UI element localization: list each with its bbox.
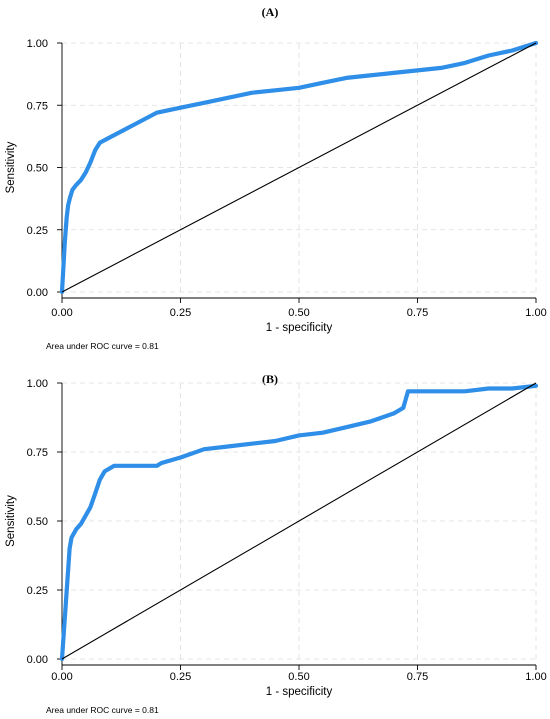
roc-panel-b: (B) 0.000.00 0.25 0.25 0.50 0.50 0.75 0.75 1.00 1… <box>5 372 547 715</box>
roc-curve-line <box>59 383 539 662</box>
auc-annotation: Area under ROC curve = 0.81 <box>46 705 159 715</box>
roc-panel-a: (A) 0.000.00 0.25 0.25 0.50 0.50 0.75 0.75 1.00 1… <box>5 5 547 351</box>
y-axis-title: Sensitivity <box>5 141 17 193</box>
x-tick-label: 1.00 <box>525 671 546 683</box>
x-tick-label: 0.75 <box>407 307 428 319</box>
y-tick-label: 0.50 <box>27 163 48 175</box>
y-tick-label: 0.25 <box>27 585 48 597</box>
y-axis-title: Sensitivity <box>5 495 17 547</box>
y-tick-label: 0.25 <box>27 225 48 237</box>
x-tick-label: 0.00 <box>51 307 72 319</box>
reference-diagonal-line <box>61 42 537 293</box>
x-axis-title: 1 - specificity <box>266 322 333 334</box>
x-tick-label: 0.75 <box>407 671 428 683</box>
y-tick-label: 0.75 <box>27 100 48 112</box>
y-tick-label: 0.00 <box>27 654 48 666</box>
y-tick-label: 0.50 <box>27 516 48 528</box>
roc-curve-line <box>59 40 539 295</box>
x-tick-label: 0.50 <box>288 671 309 683</box>
x-tick-label: 0.00 <box>51 671 72 683</box>
x-tick-label: 0.25 <box>170 671 191 683</box>
x-tick-label: 1.00 <box>525 307 546 319</box>
y-tick-label: 0.75 <box>27 447 48 459</box>
y-tick-label: 1.00 <box>27 378 48 390</box>
y-tick-label: 0.00 <box>27 287 48 299</box>
y-tick-label: 1.00 <box>27 38 48 50</box>
panel-label: (A) <box>262 5 279 19</box>
reference-diagonal-line <box>61 382 537 660</box>
x-tick-label: 0.25 <box>170 307 191 319</box>
panel-label: (B) <box>262 372 278 386</box>
auc-annotation: Area under ROC curve = 0.81 <box>46 341 159 351</box>
x-axis-title: 1 - specificity <box>266 686 333 698</box>
x-tick-label: 0.50 <box>288 307 309 319</box>
